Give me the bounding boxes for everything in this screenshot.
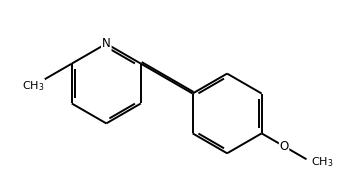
Text: CH$_3$: CH$_3$ xyxy=(22,79,44,93)
Text: O: O xyxy=(279,140,289,153)
Text: CH$_3$: CH$_3$ xyxy=(311,155,333,169)
Text: N: N xyxy=(102,37,111,50)
